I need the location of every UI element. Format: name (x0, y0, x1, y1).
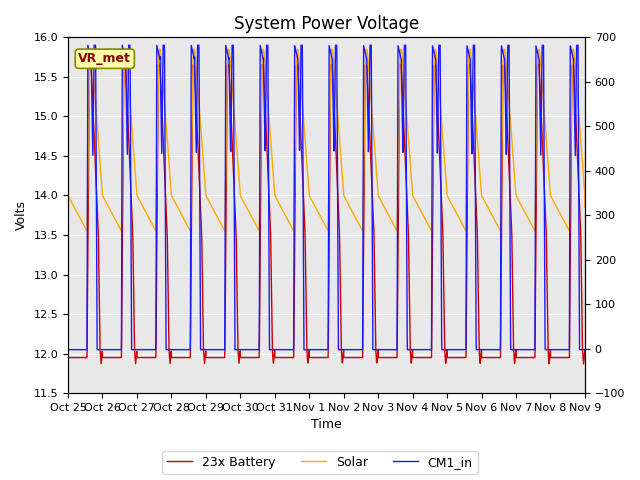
Solar (572, 61, 579, 67)
CM1_in (285, 347, 292, 352)
CM1_in (262, 51, 270, 57)
Line: CM1_in: CM1_in (68, 45, 585, 349)
Solar (64, 192, 72, 198)
Solar (285, 218, 292, 224)
Legend: 23x Battery, Solar, CM1_in: 23x Battery, Solar, CM1_in (163, 451, 477, 474)
23x Battery (86, 62, 93, 68)
23x Battery (285, 355, 292, 360)
X-axis label: Time: Time (311, 419, 342, 432)
23x Battery (64, 355, 72, 360)
Solar (154, 118, 161, 123)
Solar (123, 59, 131, 65)
CM1_in (154, 47, 162, 53)
23x Battery (581, 347, 589, 352)
Solar (262, 78, 270, 84)
Y-axis label: Volts: Volts (15, 200, 28, 230)
CM1_in (64, 347, 72, 352)
CM1_in (571, 132, 579, 138)
Line: 23x Battery: 23x Battery (68, 65, 585, 364)
CM1_in (581, 347, 589, 352)
23x Battery (515, 355, 523, 360)
23x Battery (154, 121, 162, 127)
Solar (581, 204, 589, 210)
Line: Solar: Solar (68, 49, 585, 231)
Solar (515, 198, 523, 204)
23x Battery (262, 132, 270, 138)
Solar (566, 228, 573, 234)
CM1_in (515, 347, 523, 352)
23x Battery (124, 99, 131, 105)
23x Battery (580, 361, 588, 367)
23x Battery (571, 95, 579, 100)
CM1_in (124, 144, 131, 150)
Solar (570, 46, 577, 52)
CM1_in (90, 42, 98, 48)
Title: System Power Voltage: System Power Voltage (234, 15, 419, 33)
Text: VR_met: VR_met (78, 52, 131, 65)
